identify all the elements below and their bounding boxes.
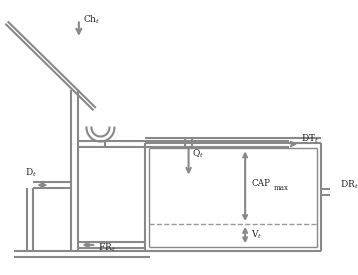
Text: V$_t$: V$_t$ (251, 229, 262, 241)
Text: Q$_t$: Q$_t$ (192, 148, 204, 160)
Text: Ch$_t$: Ch$_t$ (83, 13, 100, 26)
Text: DR$_t$: DR$_t$ (340, 178, 358, 191)
Text: max: max (274, 184, 289, 192)
Text: D$_t$: D$_t$ (25, 167, 37, 179)
Text: FR$_t$: FR$_t$ (98, 242, 116, 254)
Text: CAP: CAP (251, 179, 270, 188)
Text: DT$_t$: DT$_t$ (301, 133, 319, 145)
